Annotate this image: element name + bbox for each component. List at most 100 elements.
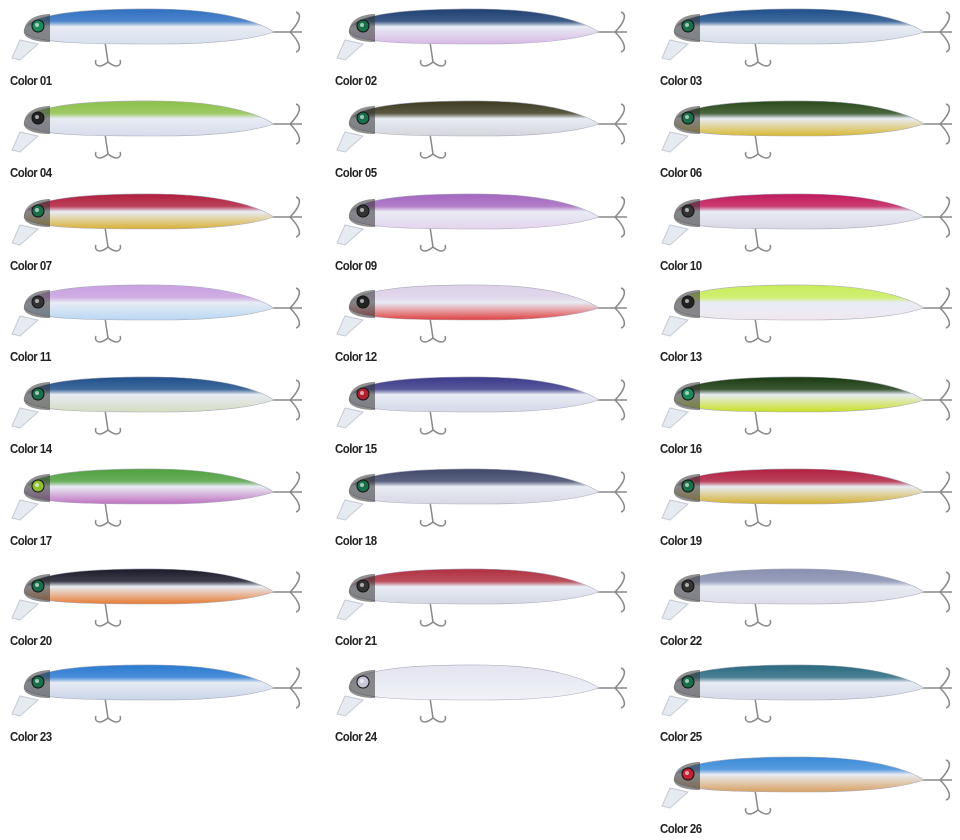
lure-item: Color 04 [10,92,310,184]
color-label: Color 20 [10,633,52,648]
color-label: Color 18 [335,533,377,548]
belly-hook-icon [419,501,447,527]
belly-hook-icon [419,41,447,67]
lure-image [11,193,302,252]
color-label: Color 11 [10,349,51,364]
lure-image [661,756,952,815]
lure-image [661,468,952,527]
tail-hook-icon [922,571,952,613]
lure-image [11,376,302,435]
lure-item: Color 21 [335,560,635,652]
belly-hook-icon [94,409,122,435]
color-label: Color 16 [660,441,702,456]
lure-image [336,376,627,435]
lure-item: Color 15 [335,368,635,460]
tail-hook-icon [922,103,952,145]
color-label: Color 05 [335,165,377,180]
lure-image [336,193,627,252]
color-label: Color 12 [335,349,377,364]
color-label: Color 10 [660,258,702,273]
belly-hook-icon [744,789,772,815]
lure-image [661,376,952,435]
tail-hook-icon [597,11,627,53]
lure-image [661,284,952,343]
belly-hook-icon [94,501,122,527]
belly-hook-icon [744,697,772,723]
color-label: Color 09 [335,258,377,273]
tail-hook-icon [597,571,627,613]
belly-hook-icon [744,133,772,159]
lure-item: Color 02 [335,0,635,92]
belly-hook-icon [744,226,772,252]
lure-image [11,8,302,67]
lure-image [11,100,302,159]
belly-hook-icon [419,409,447,435]
lure-image [661,193,952,252]
lure-item: Color 26 [660,748,960,840]
color-label: Color 22 [660,633,702,648]
lure-item: Color 16 [660,368,960,460]
lure-item: Color 05 [335,92,635,184]
lure-image [336,468,627,527]
tail-hook-icon [922,667,952,709]
lure-item: Color 25 [660,656,960,748]
lure-image [336,100,627,159]
belly-hook-icon [419,601,447,627]
lure-image [336,664,627,723]
tail-hook-icon [272,103,302,145]
belly-hook-icon [94,41,122,67]
color-label: Color 25 [660,729,702,744]
tail-hook-icon [922,196,952,238]
color-label: Color 01 [10,73,52,88]
lure-item: Color 10 [660,185,960,277]
belly-hook-icon [419,317,447,343]
lure-image [336,284,627,343]
tail-hook-icon [597,379,627,421]
tail-hook-icon [597,103,627,145]
color-label: Color 07 [10,258,52,273]
lure-item: Color 18 [335,460,635,552]
lure-item: Color 11 [10,276,310,368]
color-label: Color 26 [660,821,702,836]
lure-image [11,284,302,343]
color-label: Color 14 [10,441,52,456]
tail-hook-icon [922,287,952,329]
lure-image [661,8,952,67]
lure-image [11,568,302,627]
tail-hook-icon [272,471,302,513]
belly-hook-icon [94,317,122,343]
lure-item: Color 22 [660,560,960,652]
tail-hook-icon [597,471,627,513]
color-label: Color 13 [660,349,702,364]
lure-image [661,664,952,723]
lure-item: Color 23 [10,656,310,748]
color-label: Color 04 [10,165,52,180]
lure-image [336,8,627,67]
lure-image [661,568,952,627]
belly-hook-icon [419,133,447,159]
belly-hook-icon [744,409,772,435]
lure-item: Color 09 [335,185,635,277]
lure-item: Color 19 [660,460,960,552]
belly-hook-icon [94,133,122,159]
color-label: Color 17 [10,533,52,548]
color-label: Color 15 [335,441,377,456]
tail-hook-icon [597,667,627,709]
tail-hook-icon [922,11,952,53]
lure-image [336,568,627,627]
belly-hook-icon [94,226,122,252]
belly-hook-icon [419,226,447,252]
belly-hook-icon [744,317,772,343]
lure-item: Color 03 [660,0,960,92]
tail-hook-icon [272,11,302,53]
color-label: Color 21 [335,633,377,648]
tail-hook-icon [272,571,302,613]
lure-item: Color 13 [660,276,960,368]
lure-item: Color 24 [335,656,635,748]
color-label: Color 23 [10,729,52,744]
tail-hook-icon [272,287,302,329]
lure-item: Color 01 [10,0,310,92]
lure-image [11,664,302,723]
tail-hook-icon [597,287,627,329]
lure-image [661,100,952,159]
